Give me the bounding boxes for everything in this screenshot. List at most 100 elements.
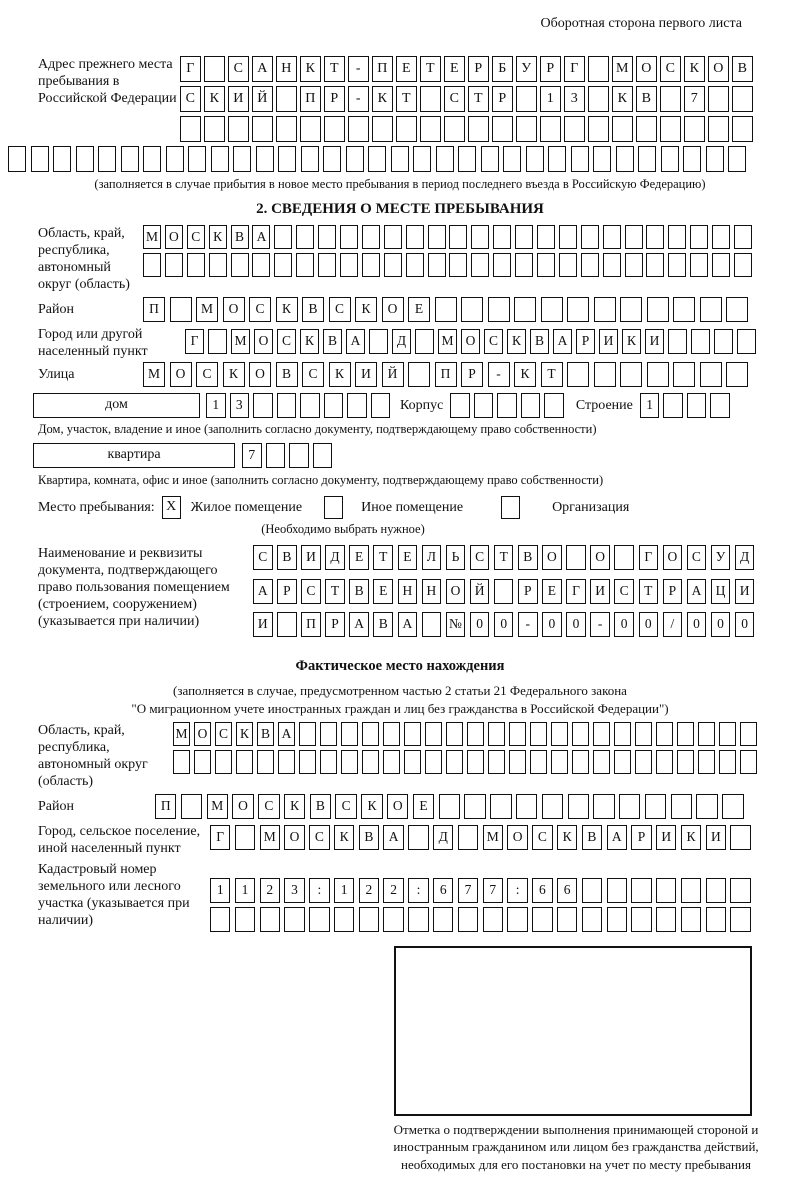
char-cell[interactable] [180,116,201,142]
char-cell[interactable]: Р [468,56,489,82]
char-cell[interactable] [696,793,718,819]
char-cell[interactable] [544,393,564,418]
char-cell[interactable] [252,116,273,142]
char-cell[interactable]: С [309,824,330,850]
char-cell[interactable] [435,146,454,172]
char-cell[interactable]: И [590,578,610,604]
char-cell[interactable]: К [355,297,377,322]
char-cell[interactable] [602,225,621,249]
char-cell[interactable] [348,116,369,142]
char-cell[interactable] [567,362,589,387]
char-cell[interactable] [726,362,748,387]
char-cell[interactable]: А [606,824,627,850]
char-cell[interactable] [572,749,589,774]
char-cell[interactable]: И [734,578,755,604]
char-cell[interactable] [457,824,479,850]
char-cell[interactable] [299,721,316,746]
char-cell[interactable] [278,146,296,172]
char-cell[interactable] [516,116,537,142]
char-cell[interactable] [265,443,285,468]
char-cell[interactable] [635,721,652,746]
char-cell[interactable]: П [434,362,457,387]
char-cell[interactable] [602,253,621,277]
char-cell[interactable] [276,393,296,418]
char-cell[interactable] [370,393,390,418]
char-cell[interactable]: - [487,362,510,387]
char-cell[interactable] [186,253,205,277]
char-cell[interactable] [488,721,505,746]
char-cell[interactable]: - [348,56,369,82]
char-cell[interactable] [471,225,490,249]
char-cell[interactable] [740,721,757,746]
char-cell[interactable]: : [507,877,528,903]
char-cell[interactable]: С [228,56,249,82]
char-cell[interactable]: : [309,877,330,903]
char-cell[interactable] [383,225,402,249]
char-cell[interactable]: О [169,362,192,387]
char-cell[interactable] [333,906,355,932]
char-cell[interactable]: 3 [284,877,305,903]
char-cell[interactable]: В [277,545,297,570]
char-cell[interactable] [30,146,49,172]
char-cell[interactable]: М [259,824,280,850]
char-cell[interactable] [296,225,315,249]
char-cell[interactable]: 1 [540,86,561,112]
char-cell[interactable]: К [236,721,253,746]
char-cell[interactable]: Е [444,56,465,82]
char-cell[interactable] [548,146,566,172]
char-cell[interactable]: Б [492,56,513,82]
char-cell[interactable] [425,749,442,774]
checkbox-organizatsiya[interactable] [501,496,521,519]
char-cell[interactable] [668,253,687,277]
char-cell[interactable]: И [355,362,377,387]
char-cell[interactable] [421,612,442,637]
char-cell[interactable]: 0 [686,612,707,637]
char-cell[interactable]: П [143,297,165,322]
char-cell[interactable]: 1 [333,877,355,903]
char-cell[interactable]: № [445,612,466,637]
char-cell[interactable] [253,393,273,418]
char-cell[interactable] [680,877,702,903]
char-cell[interactable] [473,393,494,418]
char-cell[interactable] [680,906,702,932]
char-cell[interactable] [345,146,364,172]
char-cell[interactable]: 6 [433,877,454,903]
char-cell[interactable] [728,146,746,172]
char-cell[interactable] [492,116,513,142]
char-cell[interactable] [730,824,751,850]
char-cell[interactable]: В [349,578,369,604]
char-cell[interactable] [204,56,225,82]
char-cell[interactable]: Т [324,56,345,82]
char-cell[interactable]: К [680,824,702,850]
char-cell[interactable] [593,297,616,322]
char-cell[interactable]: Р [518,578,538,604]
char-cell[interactable] [730,877,751,903]
char-cell[interactable] [515,225,534,249]
char-cell[interactable]: О [590,545,610,570]
char-cell[interactable]: М [231,329,250,354]
char-cell[interactable]: Е [412,793,435,819]
char-cell[interactable] [593,793,615,819]
char-cell[interactable] [362,721,379,746]
char-cell[interactable]: Г [564,56,585,82]
char-cell[interactable] [233,146,251,172]
char-cell[interactable]: Р [324,86,345,112]
char-cell[interactable] [614,545,634,570]
char-cell[interactable] [408,362,430,387]
char-cell[interactable]: Л [421,545,442,570]
char-cell[interactable] [663,393,683,418]
char-cell[interactable] [296,253,315,277]
char-cell[interactable]: Е [396,56,417,82]
char-cell[interactable]: О [387,793,409,819]
char-cell[interactable] [532,906,553,932]
char-cell[interactable] [488,749,505,774]
char-cell[interactable]: К [361,793,383,819]
char-cell[interactable] [467,749,484,774]
char-cell[interactable] [347,393,367,418]
char-cell[interactable]: М [196,297,218,322]
char-cell[interactable] [53,146,71,172]
char-cell[interactable] [646,225,665,249]
char-cell[interactable]: В [636,86,657,112]
char-cell[interactable] [276,86,297,112]
char-cell[interactable] [656,721,673,746]
